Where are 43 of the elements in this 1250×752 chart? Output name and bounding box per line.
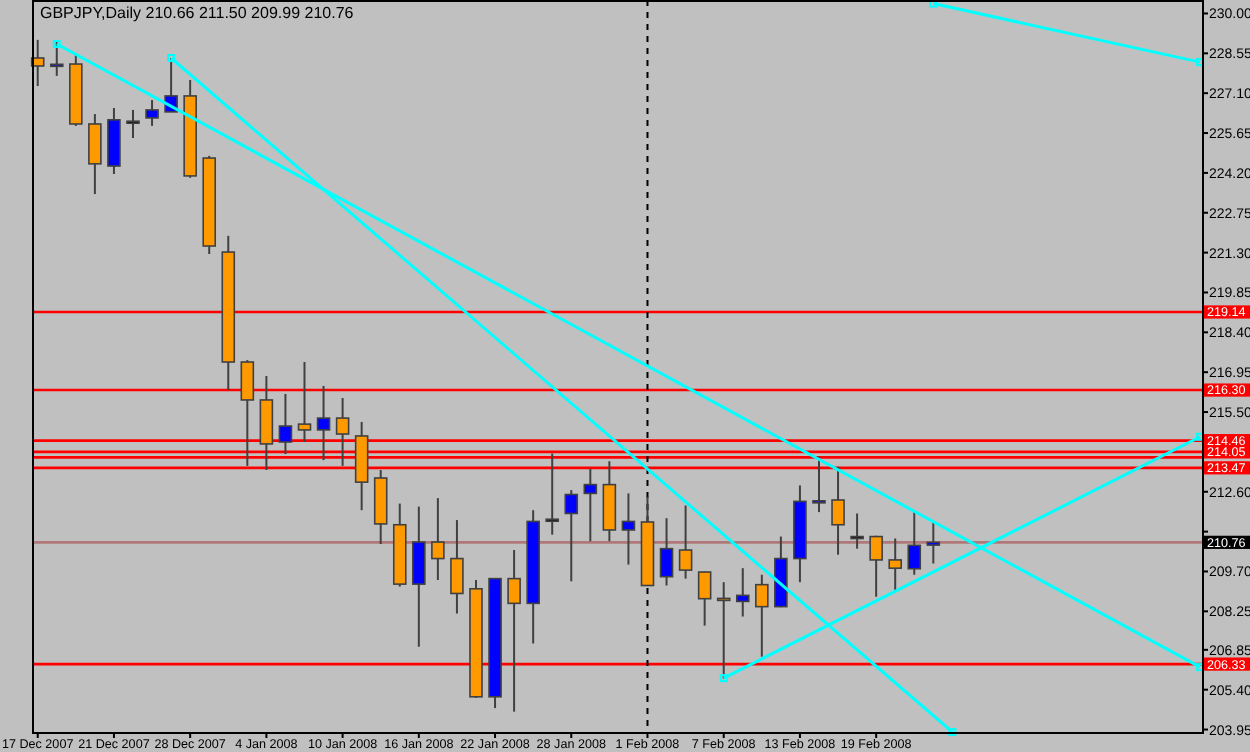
candlestick bbox=[678, 504, 693, 580]
candlestick bbox=[659, 517, 674, 587]
candlestick bbox=[145, 99, 159, 127]
candlestick bbox=[297, 361, 312, 443]
candlestick bbox=[697, 570, 712, 627]
chart-title: GBPJPY,Daily 210.66 211.50 209.99 210.76 bbox=[40, 4, 355, 22]
candlestick bbox=[335, 397, 350, 467]
candlestick bbox=[850, 512, 864, 550]
candlestick bbox=[755, 573, 769, 658]
candlestick bbox=[126, 108, 140, 139]
candlestick bbox=[278, 392, 293, 456]
candlestick bbox=[716, 581, 731, 680]
candlestick bbox=[583, 467, 598, 543]
candlestick bbox=[926, 520, 941, 565]
candlestick bbox=[735, 567, 750, 618]
point bbox=[52, 39, 61, 48]
candlestick bbox=[602, 460, 617, 543]
candlestick bbox=[869, 534, 883, 598]
candlestick bbox=[259, 375, 274, 472]
candlestick bbox=[888, 537, 903, 592]
candlestick bbox=[507, 549, 521, 713]
candlestick bbox=[545, 452, 560, 536]
point bbox=[1196, 432, 1205, 441]
candlestick bbox=[373, 469, 388, 545]
candlestick bbox=[412, 505, 426, 648]
point bbox=[167, 54, 176, 62]
point bbox=[1196, 663, 1205, 672]
candlestick bbox=[431, 497, 445, 581]
candlestick bbox=[450, 519, 464, 615]
candlestick bbox=[812, 455, 826, 514]
candlestick bbox=[564, 489, 579, 583]
candlestick bbox=[30, 38, 45, 88]
candlestick bbox=[831, 465, 845, 556]
candlestick bbox=[354, 420, 369, 512]
point bbox=[1196, 58, 1205, 67]
candlestick bbox=[240, 359, 255, 467]
candlestick bbox=[88, 113, 102, 196]
point bbox=[948, 728, 957, 736]
candlestick bbox=[107, 107, 121, 175]
candlestick bbox=[316, 384, 331, 462]
candlestick bbox=[621, 492, 636, 566]
point bbox=[719, 674, 728, 683]
candlestick bbox=[907, 509, 922, 576]
